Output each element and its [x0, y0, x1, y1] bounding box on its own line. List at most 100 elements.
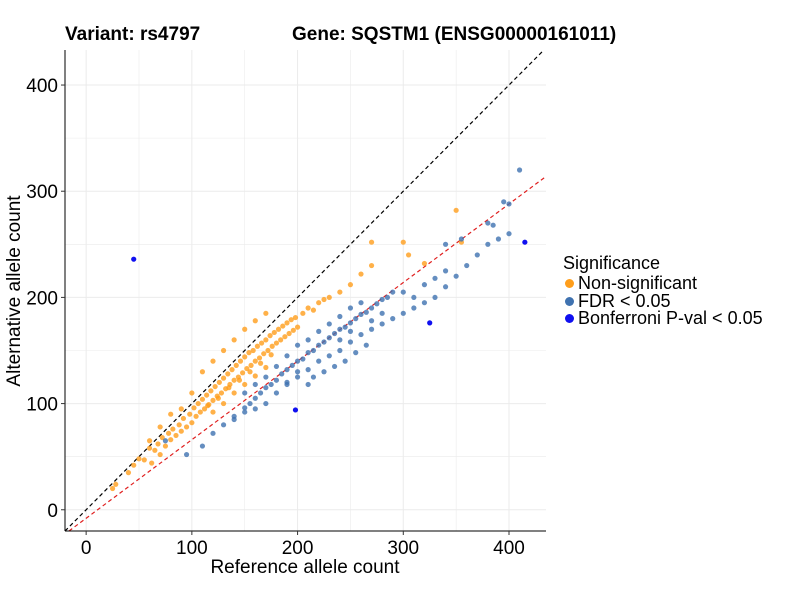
legend-item-non-significant: Non-significant: [563, 273, 763, 294]
point-non-significant: [231, 377, 237, 383]
point-non-significant: [131, 462, 137, 468]
point-non-significant: [180, 415, 186, 422]
point-non-significant: [242, 326, 248, 332]
point-fdr: [289, 362, 295, 368]
point-fdr: [316, 342, 322, 348]
point-non-significant: [220, 400, 227, 407]
point-fdr: [316, 358, 322, 364]
point-bonferroni: [292, 407, 299, 413]
point-non-significant: [271, 329, 277, 336]
point-fdr: [273, 363, 280, 370]
point-non-significant: [250, 347, 256, 354]
point-non-significant: [199, 396, 206, 402]
point-non-significant: [280, 323, 286, 329]
legend-item-bonferroni: Bonferroni P-val < 0.05: [563, 308, 763, 328]
point-fdr: [242, 409, 248, 415]
point-non-significant: [201, 406, 208, 412]
point-non-significant: [208, 388, 214, 394]
point-non-significant: [290, 327, 296, 333]
point-non-significant: [286, 330, 292, 337]
point-fdr: [432, 294, 438, 301]
point-fdr: [368, 318, 375, 324]
point-non-significant: [242, 381, 248, 388]
point-fdr: [358, 331, 364, 338]
point-fdr: [342, 324, 348, 330]
point-fdr: [242, 405, 248, 411]
point-fdr: [284, 379, 290, 385]
point-fdr: [347, 328, 354, 334]
point-fdr: [268, 381, 274, 388]
point-fdr: [305, 367, 311, 373]
point-non-significant: [292, 314, 299, 321]
point-non-significant: [157, 451, 163, 458]
point-fdr: [400, 310, 406, 316]
reference-line-identity: [64, 49, 545, 532]
point-fdr: [363, 342, 369, 348]
point-non-significant: [229, 367, 235, 373]
legend-marker-non-significant: [565, 279, 574, 289]
point-fdr: [252, 381, 258, 388]
point-fdr: [506, 231, 512, 237]
point-fdr: [310, 347, 317, 354]
point-non-significant: [294, 324, 301, 330]
point-fdr: [263, 400, 269, 407]
point-fdr: [300, 356, 306, 362]
point-non-significant: [278, 337, 284, 343]
point-non-significant: [284, 320, 290, 326]
point-fdr: [305, 381, 311, 388]
point-fdr: [294, 374, 301, 380]
point-fdr: [220, 422, 227, 428]
point-fdr: [252, 406, 258, 412]
point-fdr: [337, 326, 343, 332]
point-bonferroni: [131, 256, 137, 262]
point-fdr: [495, 236, 502, 242]
point-fdr: [247, 400, 253, 407]
y-axis-label: Alternative allele count: [4, 195, 25, 387]
point-non-significant: [405, 252, 412, 258]
data-points: [109, 167, 528, 492]
point-non-significant: [141, 457, 147, 463]
point-non-significant: [176, 422, 182, 428]
point-fdr: [242, 390, 248, 396]
y-tick-label: 400: [26, 76, 58, 97]
point-non-significant: [233, 362, 239, 368]
point-non-significant: [168, 437, 174, 443]
x-tick-label: 200: [282, 538, 314, 559]
point-fdr: [368, 305, 375, 311]
point-non-significant: [252, 373, 258, 379]
point-non-significant: [231, 390, 237, 396]
point-fdr: [358, 311, 364, 317]
point-non-significant: [226, 385, 232, 391]
point-fdr: [442, 284, 449, 290]
point-fdr: [432, 275, 438, 281]
point-fdr: [279, 371, 285, 377]
point-non-significant: [199, 369, 206, 375]
point-non-significant: [212, 383, 218, 390]
point-non-significant: [125, 470, 132, 476]
legend-title: Significance: [563, 253, 661, 273]
point-non-significant: [268, 352, 274, 358]
point-non-significant: [166, 430, 172, 436]
point-fdr: [321, 339, 327, 345]
point-non-significant: [218, 390, 225, 396]
point-fdr: [368, 326, 375, 332]
point-fdr: [411, 305, 417, 311]
point-fdr: [453, 273, 459, 279]
point-non-significant: [254, 343, 260, 349]
point-fdr: [506, 201, 512, 207]
point-non-significant: [191, 405, 197, 411]
y-tick-label: 200: [26, 288, 58, 309]
point-fdr: [273, 377, 280, 383]
point-fdr: [326, 321, 332, 327]
point-fdr: [305, 337, 311, 343]
point-non-significant: [220, 375, 227, 381]
legend-label-non-significant: Non-significant: [578, 273, 698, 294]
x-tick-label: 0: [81, 538, 92, 559]
point-non-significant: [242, 354, 248, 360]
point-fdr: [331, 363, 338, 370]
point-fdr: [390, 289, 396, 295]
point-non-significant: [136, 456, 142, 462]
point-fdr: [257, 390, 264, 396]
point-non-significant: [189, 420, 195, 426]
